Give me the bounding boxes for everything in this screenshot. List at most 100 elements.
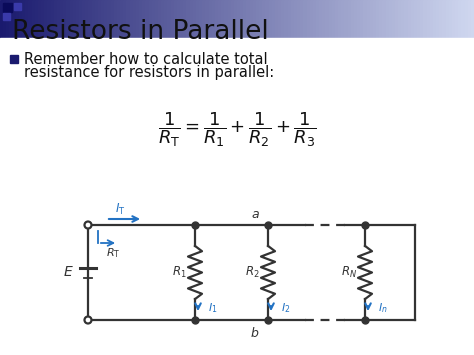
Bar — [108, 0, 111, 38]
Bar — [442, 0, 447, 38]
Text: Remember how to calculate total: Remember how to calculate total — [24, 51, 268, 66]
Bar — [366, 0, 371, 38]
Bar — [129, 0, 134, 38]
Bar — [123, 0, 128, 38]
Bar — [351, 0, 355, 38]
Bar — [471, 0, 474, 38]
Bar — [389, 0, 393, 38]
Bar — [341, 0, 346, 38]
Bar — [347, 0, 352, 38]
Bar — [291, 0, 295, 38]
Bar — [9, 0, 14, 38]
Bar — [288, 0, 292, 38]
Bar — [196, 0, 200, 38]
Bar — [313, 0, 317, 38]
Bar — [430, 0, 434, 38]
Bar — [209, 0, 213, 38]
Circle shape — [84, 222, 91, 229]
Bar — [32, 0, 36, 38]
Text: $\dfrac{1}{R_{\mathrm{T}}} = \dfrac{1}{R_{1}} + \dfrac{1}{R_{2}} + \dfrac{1}{R_{: $\dfrac{1}{R_{\mathrm{T}}} = \dfrac{1}{R… — [157, 111, 317, 149]
Text: $E$: $E$ — [63, 266, 73, 279]
Bar — [171, 0, 175, 38]
Bar — [3, 13, 10, 20]
Bar — [433, 0, 437, 38]
Bar — [461, 0, 465, 38]
Bar — [272, 0, 276, 38]
Bar — [136, 0, 140, 38]
Bar — [104, 0, 109, 38]
Bar — [199, 0, 203, 38]
Bar — [446, 0, 450, 38]
Bar — [303, 0, 308, 38]
Bar — [212, 0, 216, 38]
Bar — [458, 0, 462, 38]
Bar — [364, 0, 367, 38]
Bar — [281, 0, 285, 38]
Bar — [139, 0, 143, 38]
Text: $I_1$: $I_1$ — [208, 302, 218, 316]
Bar — [110, 0, 115, 38]
Bar — [190, 0, 194, 38]
Bar — [152, 0, 156, 38]
Bar — [164, 0, 168, 38]
Bar — [91, 0, 96, 38]
Text: $R_N$: $R_N$ — [341, 265, 357, 280]
Bar — [269, 0, 273, 38]
Bar — [3, 3, 12, 12]
Bar — [73, 0, 77, 38]
Bar — [278, 0, 282, 38]
Bar — [310, 0, 314, 38]
Text: $b$: $b$ — [250, 326, 260, 340]
Bar — [439, 0, 443, 38]
Text: $R_{\mathrm{T}}$: $R_{\mathrm{T}}$ — [106, 246, 120, 260]
Bar — [326, 0, 329, 38]
Bar — [417, 0, 421, 38]
Bar — [228, 0, 232, 38]
Bar — [385, 0, 390, 38]
Bar — [79, 0, 83, 38]
Bar — [127, 0, 130, 38]
Bar — [167, 0, 172, 38]
Text: $a$: $a$ — [251, 208, 259, 222]
Bar — [10, 55, 18, 63]
Bar — [117, 0, 121, 38]
Bar — [357, 0, 361, 38]
Bar — [193, 0, 197, 38]
Bar — [300, 0, 304, 38]
Bar — [423, 0, 428, 38]
Bar — [373, 0, 377, 38]
Bar — [16, 0, 20, 38]
Bar — [25, 0, 29, 38]
Bar — [120, 0, 124, 38]
Bar — [161, 0, 165, 38]
Bar — [142, 0, 146, 38]
Bar — [395, 0, 399, 38]
Bar — [57, 0, 61, 38]
Bar — [202, 0, 206, 38]
Bar — [180, 0, 184, 38]
Bar — [452, 0, 456, 38]
Bar — [319, 0, 323, 38]
Bar — [38, 0, 42, 38]
Bar — [221, 0, 225, 38]
Bar — [240, 0, 244, 38]
Bar — [22, 0, 26, 38]
Bar — [63, 0, 67, 38]
Circle shape — [84, 317, 91, 323]
Bar — [411, 0, 415, 38]
Bar — [114, 0, 118, 38]
Bar — [383, 0, 386, 38]
Bar — [215, 0, 219, 38]
Bar — [370, 0, 374, 38]
Bar — [427, 0, 431, 38]
Bar — [250, 0, 254, 38]
Bar — [0, 0, 4, 38]
Text: $I_{\mathrm{T}}$: $I_{\mathrm{T}}$ — [115, 201, 126, 217]
Bar — [256, 0, 260, 38]
Bar — [95, 0, 99, 38]
Bar — [89, 0, 92, 38]
Bar — [284, 0, 289, 38]
Bar — [468, 0, 472, 38]
Text: $R_2$: $R_2$ — [245, 265, 259, 280]
Bar — [465, 0, 469, 38]
